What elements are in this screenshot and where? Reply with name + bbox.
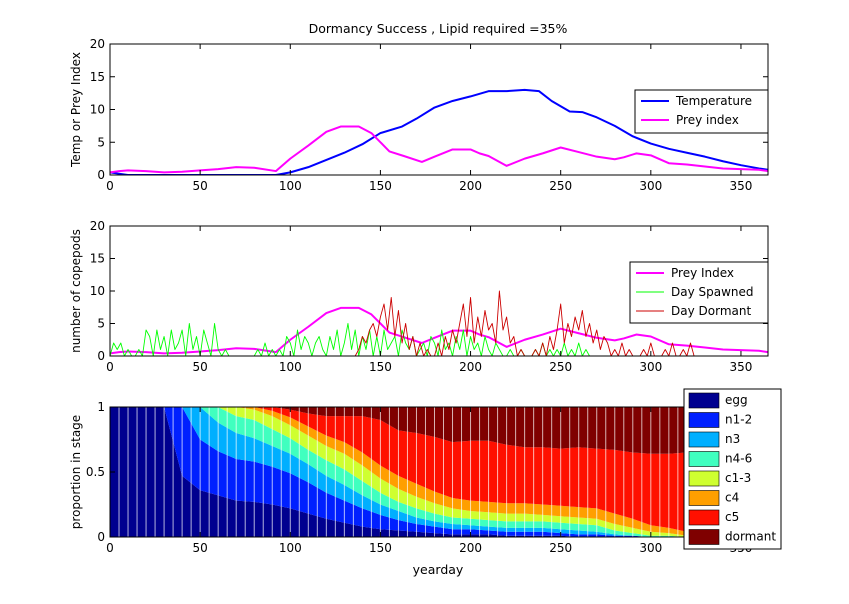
legend-label: c1-3 [725,471,751,485]
y-tick-label: 0.5 [86,465,105,479]
y-axis-label: proportion in stage [69,415,83,529]
x-tick-label: 200 [459,179,482,193]
legend-swatch [688,470,720,487]
plot-area [110,407,768,537]
legend-label: n1-2 [725,413,752,427]
legend-label: egg [725,393,748,407]
series-line-2 [110,125,768,174]
area-dormant [110,407,768,454]
legend-label: Day Dormant [671,304,751,318]
y-tick-label: 1 [97,400,105,414]
legend-label: n4-6 [725,452,752,466]
x-tick-label: 0 [106,179,114,193]
x-tick-label: 250 [549,541,572,555]
legend-label: Temperature [675,94,752,108]
y-tick-label: 5 [97,317,105,331]
y-axis-label: number of copepods [69,229,83,353]
legend-swatch [688,392,720,409]
y-tick-label: 0 [97,168,105,182]
x-tick-label: 200 [459,360,482,374]
y-tick-label: 15 [90,252,105,266]
y-tick-label: 20 [90,37,105,51]
series-line-1 [110,306,768,355]
x-tick-label: 0 [106,541,114,555]
series-line-1 [110,88,768,175]
area-n4-6 [110,407,768,537]
y-tick-label: 15 [90,70,105,84]
area-c1-3 [110,407,768,537]
y-tick-label: 0 [97,349,105,363]
x-tick-label: 50 [192,360,207,374]
panel-2: 0 50 100 150 200 250 300 350 0 5 10 15 20 number of c… [69,219,769,374]
series-line-3 [340,290,695,356]
legend: Prey Index Day Spawned Day Dormant [629,261,769,324]
x-tick-label: 300 [639,360,662,374]
x-tick-label: 100 [279,360,302,374]
y-tick-label: 10 [90,284,105,298]
plot-area [110,290,768,356]
x-tick-label: 250 [549,179,572,193]
x-tick-label: 350 [730,360,753,374]
legend: egg n1-2 n3 n4-6 c1-3 c4 c5 dormant [683,388,782,550]
area-egg [110,407,768,537]
y-tick-label: 20 [90,219,105,233]
plot-area [110,88,768,175]
x-tick-label: 300 [639,541,662,555]
x-tick-label: 0 [106,360,114,374]
x-tick-label: 100 [279,179,302,193]
panel-1: 0 50 100 150 200 250 300 350 0 5 10 15 20 Temp or Pre… [69,37,769,193]
x-tick-label: 150 [369,541,392,555]
x-tick-label: 150 [369,179,392,193]
x-tick-label: 200 [459,541,482,555]
y-tick-label: 10 [90,103,105,117]
legend-label: dormant [725,530,776,544]
legend-label: c5 [725,510,739,524]
y-tick-label: 5 [97,135,105,149]
x-tick-label: 50 [192,541,207,555]
legend-swatch [688,490,720,506]
legend-box [634,89,769,134]
legend-swatch [688,412,720,428]
x-tick-label: 350 [730,179,753,193]
legend-label: Prey Index [671,266,734,280]
x-axis-label: yearday [413,562,464,577]
legend-swatch [688,431,720,448]
y-axis-label: Temp or Prey Index [69,52,83,168]
area-n1-2 [110,407,768,537]
legend-label: c4 [725,491,739,505]
legend-swatch [688,529,720,545]
legend-label: n3 [725,432,740,446]
x-tick-label: 50 [192,179,207,193]
y-tick-label: 0 [97,530,105,544]
legend-swatch [688,509,720,526]
legend-label: Day Spawned [671,285,754,299]
legend-swatch [688,451,720,467]
legend-label: Prey index [676,113,739,127]
legend: Temperature Prey index [634,89,769,134]
area-c5 [110,407,768,537]
x-tick-label: 100 [279,541,302,555]
x-tick-label: 300 [639,179,662,193]
figure-title: Dormancy Success , Lipid required =35% [309,21,568,36]
x-tick-label: 150 [369,360,392,374]
x-tick-label: 250 [549,360,572,374]
series-line-2 [110,323,590,356]
